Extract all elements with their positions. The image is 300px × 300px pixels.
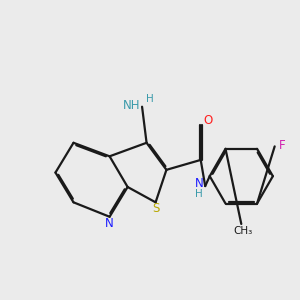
Text: NH: NH <box>123 99 141 112</box>
Text: N: N <box>105 218 113 230</box>
Text: N: N <box>194 177 203 190</box>
Text: O: O <box>203 114 212 127</box>
Text: S: S <box>152 202 160 215</box>
Text: F: F <box>279 139 285 152</box>
Text: H: H <box>195 189 203 199</box>
Text: CH₃: CH₃ <box>233 226 252 236</box>
Text: H: H <box>146 94 154 103</box>
